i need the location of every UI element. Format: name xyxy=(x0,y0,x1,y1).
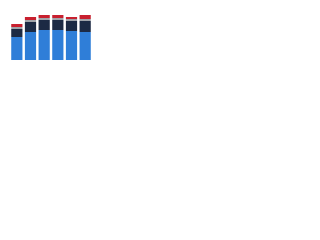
bar-segment xyxy=(79,15,91,19)
chart xyxy=(11,15,91,60)
bar-segment xyxy=(11,24,23,27)
bar-segment xyxy=(52,15,64,18)
bar-segment xyxy=(38,20,50,30)
bar-segment xyxy=(52,30,64,60)
bar-segment xyxy=(38,15,50,18)
bar-segment xyxy=(65,19,78,21)
bar-segment xyxy=(52,18,64,20)
bar-segment xyxy=(52,20,64,30)
bar-segment xyxy=(38,18,50,20)
bar-segment xyxy=(24,17,37,20)
bar-segment xyxy=(11,27,23,29)
bar-segment xyxy=(79,21,91,32)
bar-segment xyxy=(79,19,91,21)
bar-segment xyxy=(11,37,23,60)
bar-segment xyxy=(38,30,50,60)
bar-segment xyxy=(11,29,23,37)
bar-segment xyxy=(65,17,78,19)
bar-segment xyxy=(24,22,37,32)
bar-segment xyxy=(79,32,91,60)
page: (() => { const data = JSON.parse(documen… xyxy=(0,0,320,71)
bar-segment xyxy=(65,31,78,60)
bar-segment xyxy=(24,20,37,22)
bar-segment xyxy=(65,21,78,31)
bar-segment xyxy=(24,32,37,60)
